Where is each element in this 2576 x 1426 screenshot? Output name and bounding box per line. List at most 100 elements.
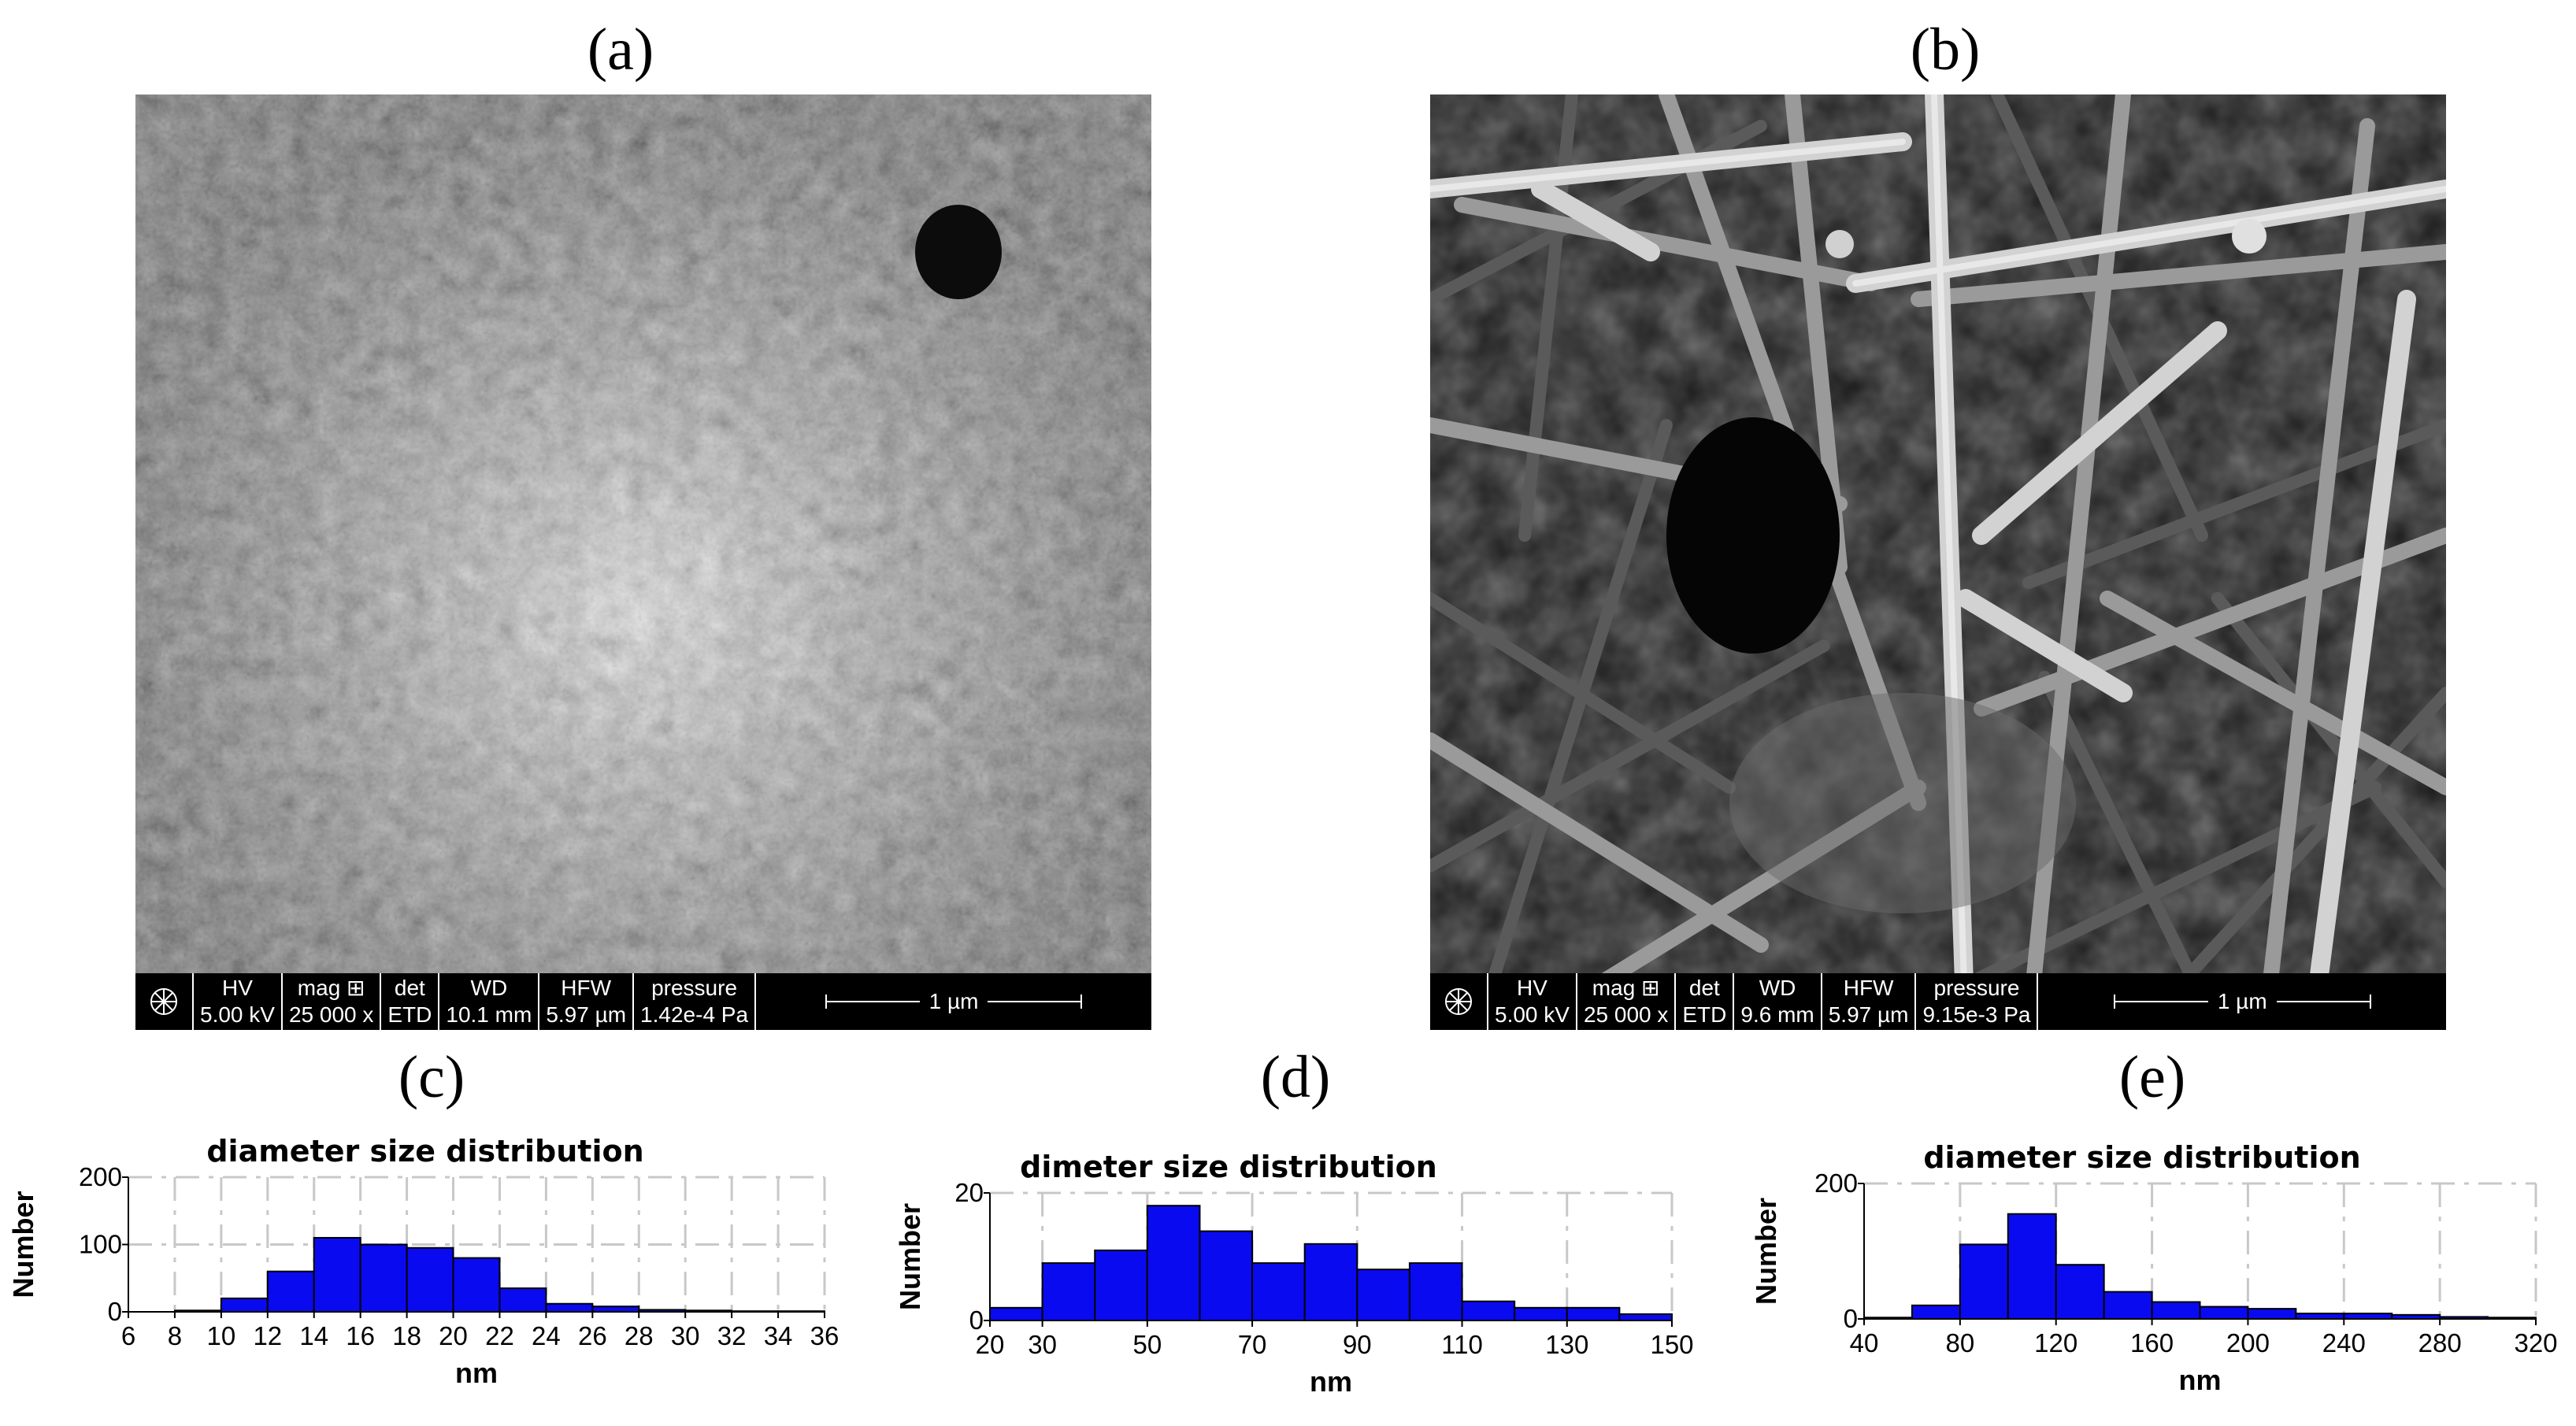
x-tick-label: 30	[671, 1321, 700, 1350]
histogram-bar	[545, 1302, 594, 1313]
histogram-bar	[1408, 1262, 1463, 1321]
x-axis-label: nm	[2179, 1364, 2222, 1396]
sem-databar-a: HV 5.00 kV mag ⊞ 25 000 x det ETD WD 10.1 mm…	[135, 973, 1151, 1030]
x-tick-label: 36	[810, 1321, 840, 1350]
histogram-bar	[591, 1306, 640, 1313]
y-tick-label: 200	[79, 1162, 122, 1191]
x-tick-label: 130	[1545, 1330, 1588, 1359]
det-cell: det ETD	[381, 973, 440, 1030]
pressure-cell: pressure 1.42e-4 Pa	[634, 973, 757, 1030]
x-tick-label: 6	[121, 1321, 135, 1350]
histogram-bar	[1199, 1230, 1254, 1321]
x-tick-label: 30	[1028, 1330, 1057, 1359]
histogram-bar	[452, 1257, 501, 1313]
x-tick-label: 18	[392, 1321, 421, 1350]
histogram-bar	[1959, 1243, 2009, 1320]
y-tick-label: 200	[1814, 1169, 1858, 1198]
histogram-bar	[989, 1306, 1043, 1322]
y-tick-label: 0	[969, 1306, 984, 1335]
histogram-bar	[2007, 1213, 2057, 1320]
histogram-bar	[220, 1297, 269, 1313]
histogram-e: 40 80 120 160 200 240 280 320 0 200 diameter size …	[1750, 1140, 2558, 1396]
scale-bar: 1 µm	[2038, 973, 2446, 1030]
x-tick-label: 200	[2226, 1328, 2270, 1357]
panel-label-b: (b)	[1910, 17, 1981, 83]
y-axis-label: Number	[1750, 1198, 1782, 1305]
histogram-c: 6 8 10 12 14 16 18 20 22 24 26 28 30 32 34 36 0 100 200 dia…	[7, 1134, 839, 1389]
histogram-bar	[2151, 1301, 2201, 1320]
x-tick-label: 160	[2130, 1328, 2174, 1357]
histogram-bar	[359, 1243, 408, 1313]
hfw-cell: HFW 5.97 µm	[1822, 973, 1917, 1030]
x-tick-label: 28	[625, 1321, 654, 1350]
sem-image-a: HV 5.00 kV mag ⊞ 25 000 x det ETD WD 10.1 mm…	[135, 94, 1151, 1030]
histogram-bar	[266, 1270, 315, 1313]
x-axis-label: nm	[455, 1357, 498, 1389]
x-tick-label: 320	[2514, 1328, 2557, 1357]
histogram-bar	[1356, 1269, 1410, 1321]
histogram-bar	[1911, 1304, 1961, 1320]
x-tick-label: 8	[168, 1321, 182, 1350]
y-tick-label: 0	[108, 1297, 122, 1326]
y-tick-label: 20	[954, 1178, 984, 1207]
sem-texture-b	[1430, 94, 2446, 1030]
histogram-bar	[2295, 1313, 2345, 1320]
x-tick-label: 16	[346, 1321, 375, 1350]
det-cell: det ETD	[1676, 973, 1735, 1030]
panel-label-c: (c)	[398, 1044, 465, 1110]
x-tick-label: 80	[1945, 1328, 1974, 1357]
sem-texture-a	[135, 94, 1151, 1030]
histogram-bar	[1146, 1205, 1201, 1321]
hv-cell: HV 5.00 kV	[194, 973, 283, 1030]
hv-cell: HV 5.00 kV	[1488, 973, 1577, 1030]
histogram-bar	[313, 1236, 361, 1313]
x-tick-label: 10	[207, 1321, 236, 1350]
histogram-bar	[2247, 1308, 2297, 1320]
histogram-bar	[1303, 1243, 1358, 1322]
x-tick-label: 110	[1441, 1330, 1483, 1359]
y-axis-label: Number	[894, 1203, 926, 1310]
x-tick-label: 12	[253, 1321, 282, 1350]
histogram-bar	[2103, 1291, 2153, 1320]
x-tick-label: 14	[299, 1321, 328, 1350]
panel-label-d: (d)	[1260, 1044, 1331, 1110]
histogram-bar	[1251, 1262, 1306, 1321]
fei-logo-icon	[1430, 973, 1488, 1030]
x-tick-label: 32	[717, 1321, 747, 1350]
x-tick-label: 22	[485, 1321, 514, 1350]
x-tick-label: 120	[2034, 1328, 2077, 1357]
histogram-bar	[1618, 1313, 1673, 1322]
mag-cell: mag ⊞ 25 000 x	[283, 973, 382, 1030]
y-axis-label: Number	[7, 1191, 39, 1298]
histogram-bar	[499, 1287, 547, 1313]
histogram-bar	[1461, 1300, 1516, 1321]
wd-cell: WD 9.6 mm	[1734, 973, 1822, 1030]
x-tick-label: 90	[1343, 1330, 1372, 1359]
chart-title: diameter size distribution	[206, 1134, 643, 1169]
x-tick-label: 150	[1650, 1330, 1693, 1359]
x-tick-label: 40	[1850, 1328, 1879, 1357]
x-tick-label: 20	[439, 1321, 468, 1350]
chart-title: dimeter size distribution	[1020, 1150, 1437, 1184]
histogram-bar	[1094, 1249, 1148, 1322]
panel-label-a: (a)	[587, 17, 654, 83]
chart-title: diameter size distribution	[1923, 1140, 2360, 1175]
pressure-cell: pressure 9.15e-3 Pa	[1916, 973, 2039, 1030]
panel-label-e: (e)	[2118, 1044, 2186, 1110]
mag-cell: mag ⊞ 25 000 x	[1577, 973, 1677, 1030]
x-tick-label: 24	[532, 1321, 561, 1350]
wd-cell: WD 10.1 mm	[439, 973, 540, 1030]
histogram-bar	[406, 1246, 454, 1313]
histogram-bar	[2199, 1306, 2249, 1320]
sem-databar-b: HV 5.00 kV mag ⊞ 25 000 x det ETD WD 9.6 mm …	[1430, 973, 2446, 1030]
x-tick-label: 70	[1238, 1330, 1267, 1359]
y-tick-label: 100	[79, 1230, 122, 1259]
x-tick-label: 280	[2418, 1328, 2462, 1357]
histogram-bar	[2055, 1264, 2105, 1320]
x-tick-label: 34	[764, 1321, 793, 1350]
x-axis-label: nm	[1310, 1365, 1352, 1398]
y-tick-label: 0	[1844, 1304, 1858, 1333]
x-tick-label: 20	[976, 1330, 1005, 1359]
